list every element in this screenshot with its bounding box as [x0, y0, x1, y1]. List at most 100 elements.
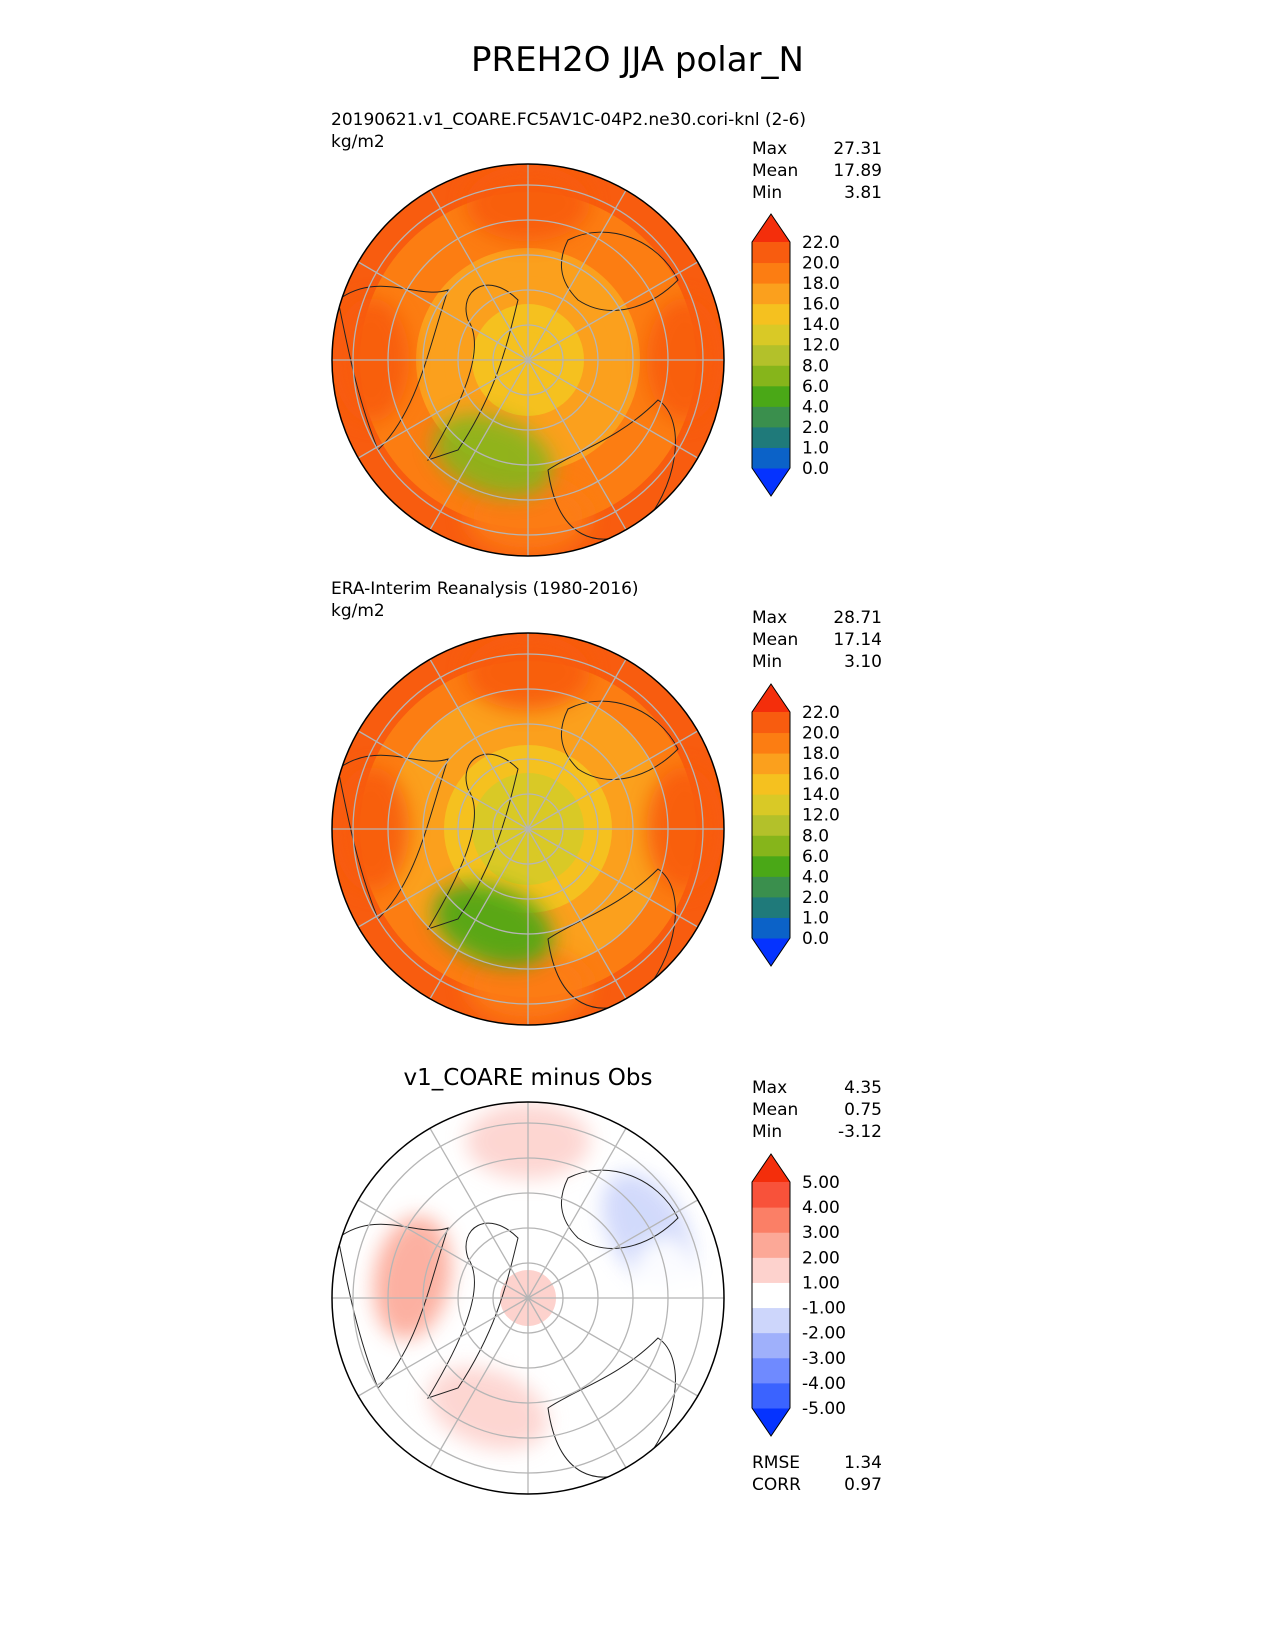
- colorbar-tick-label: 12.0: [802, 806, 840, 826]
- colorbar-band: [752, 283, 790, 305]
- colorbar-band: [752, 855, 790, 877]
- map-boundary: [331, 1101, 725, 1495]
- colorbar-band: [752, 917, 790, 939]
- panel-3-stats: Max 4.35 Mean 0.75 Min -3.12: [752, 1077, 882, 1143]
- meridian-line: [429, 359, 529, 531]
- colorbar-band: [752, 324, 790, 346]
- meridian-line: [429, 1127, 529, 1299]
- colorbar-band: [752, 1182, 790, 1208]
- colorbar-band: [752, 712, 790, 734]
- meridian-line: [527, 359, 627, 531]
- graticule: [332, 1102, 724, 1494]
- colorbar-tick-label: 4.00: [802, 1198, 840, 1218]
- stat-mean: Mean 17.89: [752, 161, 882, 181]
- colorbar-band: [752, 1257, 790, 1283]
- colorbar-band: [752, 1382, 790, 1409]
- colorbar-overflow: [752, 214, 790, 242]
- colorbar-band: [752, 1307, 790, 1334]
- stat-max: Max 28.71: [752, 608, 882, 628]
- colorbar-tick-label: 18.0: [802, 744, 840, 764]
- meridian-line: [527, 828, 627, 1000]
- colorbar-band: [752, 242, 790, 264]
- siberia-coast: [560, 700, 679, 780]
- map-boundary: [331, 632, 725, 1026]
- colorbar-tick-label: 5.00: [802, 1173, 840, 1193]
- graticule: [332, 633, 724, 1025]
- metric-corr: CORR 0.97: [752, 1475, 882, 1495]
- panel-2-units: kg/m2: [331, 601, 385, 621]
- meridian-line: [357, 1199, 529, 1299]
- colorbar-tick-label: 14.0: [802, 785, 840, 805]
- colorbar-tick-label: 16.0: [802, 765, 840, 785]
- colorbar-tick-label: 3.00: [802, 1223, 840, 1243]
- colorbar-band: [752, 447, 790, 469]
- colorbar-outline: [751, 683, 791, 967]
- colorbar-tick-label: -1.00: [802, 1299, 846, 1319]
- colorbar-band: [752, 406, 790, 428]
- colorbar-band: [752, 344, 790, 366]
- map-boundary: [331, 163, 725, 557]
- panel-3-polar-map: [331, 1101, 725, 1495]
- meridian-line: [527, 359, 699, 459]
- panel-2-stats: Max 28.71 Mean 17.14 Min 3.10: [752, 607, 882, 673]
- panel-2-colorbar: 0.01.02.04.06.08.012.014.016.018.020.022…: [751, 683, 840, 967]
- colorbar-band: [752, 303, 790, 325]
- colorbar-tick-label: 6.0: [802, 847, 829, 867]
- panel-3-colorbar: -5.00 -4.00 -3.00 -2.00 -1.00 1.00 2.00 3.00 4.0…: [751, 1153, 846, 1437]
- meridian-line: [429, 189, 529, 361]
- colorbar-tick-label: 22.0: [802, 703, 840, 723]
- colorbar-band: [752, 876, 790, 898]
- stat-max: Max 4.35: [752, 1078, 882, 1098]
- greenland-coast: [426, 1222, 519, 1399]
- colorbar-tick-label: 2.0: [802, 418, 829, 438]
- panel-1-units: kg/m2: [331, 132, 385, 152]
- panel-2-title: ERA-Interim Reanalysis (1980-2016): [331, 579, 639, 599]
- colorbar-overflow: [752, 1154, 790, 1182]
- colorbar-band: [752, 1332, 790, 1359]
- colorbar-tick-label: 4.0: [802, 397, 829, 417]
- metric-rmse: RMSE 1.34: [752, 1453, 882, 1473]
- graticule: [332, 164, 724, 556]
- meridian-line: [357, 828, 529, 928]
- meridian-line: [357, 1297, 529, 1397]
- colorbar-band: [752, 896, 790, 918]
- meridian-line: [429, 658, 529, 830]
- panel-1-title: 20190621.v1_COARE.FC5AV1C-04P2.ne30.cori…: [331, 110, 807, 130]
- colorbar-tick-label: 20.0: [802, 254, 840, 274]
- colorbar-tick-label: 4.0: [802, 867, 829, 887]
- colorbar-band: [752, 1282, 790, 1309]
- meridian-line: [429, 1297, 529, 1469]
- colorbar-band: [752, 835, 790, 857]
- colorbar-band: [752, 753, 790, 775]
- meridian-line: [527, 1127, 627, 1299]
- colorbar-tick-label: 22.0: [802, 233, 840, 253]
- colorbar-tick-label: 1.0: [802, 908, 829, 928]
- europe-coast: [547, 399, 676, 540]
- colorbar-band: [752, 1357, 790, 1384]
- meridian-line: [357, 359, 529, 459]
- colorbar-tick-label: 0.0: [802, 459, 829, 479]
- meridian-line: [527, 261, 699, 361]
- colorbar-tick-label: -3.00: [802, 1349, 846, 1369]
- greenland-coast: [426, 753, 519, 930]
- colorbar-tick-label: 1.00: [802, 1273, 840, 1293]
- meridian-line: [527, 658, 627, 830]
- colorbar-tick-label: 14.0: [802, 315, 840, 335]
- colorbar-tick-label: 2.0: [802, 888, 829, 908]
- meridian-line: [429, 828, 529, 1000]
- colorbar-tick-label: -4.00: [802, 1374, 846, 1394]
- colorbar-outline: [751, 1153, 791, 1437]
- panel-1-colorbar: 0.01.02.04.06.08.012.014.016.018.020.022…: [751, 213, 840, 497]
- panel-2-polar-map: [331, 632, 725, 1026]
- meridian-line: [527, 1297, 699, 1397]
- colorbar-tick-label: 6.0: [802, 377, 829, 397]
- meridian-line: [527, 1199, 699, 1299]
- meridian-line: [527, 828, 699, 928]
- europe-coast: [547, 868, 676, 1009]
- stat-mean: Mean 0.75: [752, 1100, 882, 1120]
- colorbar-tick-label: 0.0: [802, 929, 829, 949]
- colorbar-band: [752, 732, 790, 754]
- colorbar-tick-label: -2.00: [802, 1324, 846, 1344]
- panel-3-metrics: RMSE 1.34 CORR 0.97: [752, 1452, 882, 1496]
- colorbar-band: [752, 1207, 790, 1233]
